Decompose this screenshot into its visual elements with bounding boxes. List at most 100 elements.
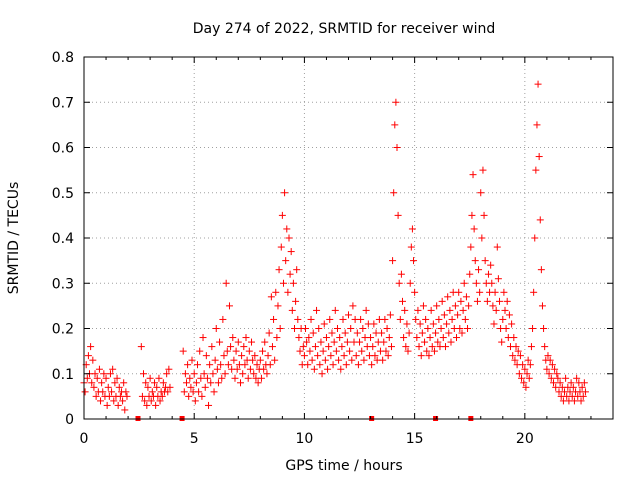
data-point [276,325,284,332]
y-tick-label: 0.7 [52,95,74,111]
data-point [195,388,203,396]
data-point [216,338,224,346]
data-point [397,270,405,278]
data-point [306,347,314,355]
y-tick-label: 0.1 [52,367,74,383]
data-point [148,388,156,396]
data-point [484,270,492,278]
data-point [115,383,123,391]
data-point [88,379,96,387]
data-point [224,361,232,369]
data-point [368,361,376,369]
data-point [386,311,394,319]
data-point [423,347,431,355]
data-point [549,379,557,387]
data-point [404,347,412,355]
data-point [230,356,238,364]
data-point [526,361,534,369]
data-point [570,397,578,405]
data-point [325,343,333,351]
data-point [326,315,334,323]
data-point [346,347,354,355]
data-point [411,288,419,296]
data-point [336,334,344,342]
data-point [495,297,503,305]
data-point [210,388,218,396]
data-point [233,365,241,373]
data-point [399,297,407,305]
data-point [327,352,335,360]
data-point [546,356,554,364]
data-point [217,361,225,369]
data-point [249,356,257,364]
data-point [522,383,530,391]
data-point [433,302,441,310]
data-point [190,370,198,378]
data-point [194,361,202,369]
x-axis-label: GPS time / hours [285,458,402,474]
data-point [270,315,278,323]
data-point [492,306,500,314]
data-point [429,320,437,328]
data-point [343,338,351,346]
data-point [140,370,148,378]
data-point [245,347,253,355]
data-point [476,288,484,296]
data-point [543,365,551,373]
data-point [318,370,326,378]
data-point [182,379,190,387]
data-point [473,297,481,305]
data-point [470,225,478,233]
data-point [234,338,242,346]
y-tick-label: 0.8 [52,50,74,66]
data-point [469,171,477,179]
data-point [519,361,527,369]
data-point [537,266,545,274]
data-point [103,401,111,409]
data-point [544,352,552,360]
data-point [438,297,446,305]
data-point [257,374,265,382]
data-point [448,315,456,323]
data-point [208,343,216,351]
data-point [406,279,414,287]
data-point [518,374,526,382]
data-point [510,334,518,342]
data-point [493,243,501,251]
data-point [203,374,211,382]
data-point [285,234,293,242]
y-axis-ticks: 0 0.1 0.2 0.3 0.4 0.5 0.6 0.7 0.8 [52,50,613,428]
data-point [122,388,130,396]
data-point [426,334,434,342]
data-point [143,401,151,409]
data-point [530,288,538,296]
data-point [123,392,131,400]
data-point [339,315,347,323]
data-point [534,80,542,88]
data-point [532,166,540,174]
data-point [225,302,233,310]
data-point [525,374,533,382]
data-point [261,338,269,346]
data-point [356,338,364,346]
data-point [274,302,282,310]
data-point [345,311,352,319]
data-point [287,248,295,256]
data-point [90,383,98,391]
data-point [394,211,402,219]
data-point [369,343,377,351]
data-point [538,302,546,310]
data-point [579,392,587,400]
data-point [273,334,281,342]
data-point [573,374,581,382]
data-point [200,370,208,378]
data-point [569,383,577,391]
data-point [284,288,292,296]
data-point [395,279,403,287]
data-point [342,361,350,369]
data-point [151,379,159,387]
data-point [153,383,161,391]
data-point [472,279,480,287]
data-point [439,334,447,342]
data-point [92,392,100,400]
